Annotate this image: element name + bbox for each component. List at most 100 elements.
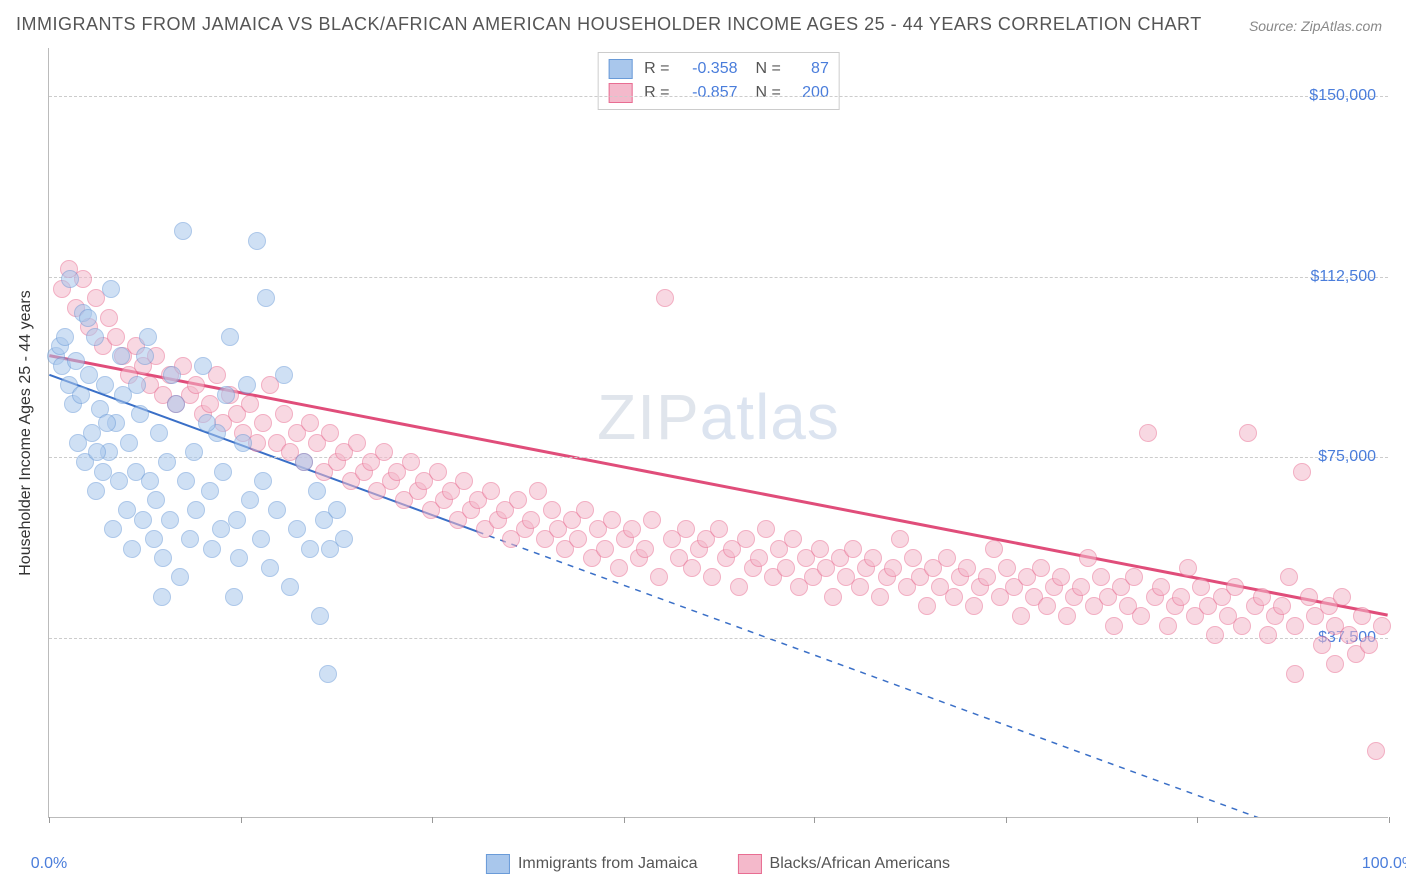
scatter-point [134,511,152,529]
y-tick-label: $112,500 [1310,268,1376,286]
scatter-point [252,530,270,548]
scatter-point [288,520,306,538]
scatter-point [864,549,882,567]
gridline-horizontal [49,96,1388,97]
scatter-point [1373,617,1391,635]
scatter-point [123,540,141,558]
r-label: R = [644,60,669,78]
scatter-point [1333,588,1351,606]
legend-swatch [486,854,510,874]
scatter-point [1300,588,1318,606]
scatter-point [455,472,473,490]
scatter-point [596,540,614,558]
legend-swatch [738,854,762,874]
plot-region: ZIPatlas R =-0.358N =87R =-0.857N =200 $… [48,48,1388,818]
x-tick [432,817,433,823]
scatter-point [187,376,205,394]
scatter-point [136,347,154,365]
scatter-point [98,414,116,432]
scatter-point [677,520,695,538]
scatter-point [985,540,1003,558]
x-tick [624,817,625,823]
scatter-point [603,511,621,529]
scatter-point [945,588,963,606]
gridline-horizontal [49,457,1388,458]
scatter-point [703,568,721,586]
scatter-point [1192,578,1210,596]
scatter-point [268,501,286,519]
watermark: ZIPatlas [597,380,840,454]
scatter-point [335,530,353,548]
scatter-point [328,501,346,519]
scatter-point [1139,424,1157,442]
scatter-point [757,520,775,538]
scatter-point [80,366,98,384]
scatter-point [275,405,293,423]
legend-correlation: R =-0.358N =87R =-0.857N =200 [597,52,840,110]
scatter-point [154,549,172,567]
scatter-point [87,482,105,500]
scatter-point [254,472,272,490]
scatter-point [777,559,795,577]
scatter-point [301,414,319,432]
scatter-point [1353,607,1371,625]
scatter-point [112,347,130,365]
scatter-point [177,472,195,490]
gridline-horizontal [49,638,1388,639]
scatter-point [610,559,628,577]
y-tick-label: $75,000 [1318,448,1376,466]
scatter-point [185,443,203,461]
scatter-point [1179,559,1197,577]
scatter-point [161,511,179,529]
legend-series-item: Immigrants from Jamaica [486,854,698,874]
scatter-point [1032,559,1050,577]
scatter-point [198,414,216,432]
scatter-point [56,328,74,346]
scatter-point [998,559,1016,577]
scatter-point [248,232,266,250]
r-value: -0.358 [678,60,738,78]
scatter-point [1072,578,1090,596]
scatter-point [978,568,996,586]
scatter-point [871,588,889,606]
scatter-point [1286,665,1304,683]
x-tick-label-right: 100.0% [1362,855,1406,873]
scatter-point [88,443,106,461]
scatter-point [212,520,230,538]
scatter-point [120,434,138,452]
scatter-point [1233,617,1251,635]
scatter-point [203,540,221,558]
scatter-point [844,540,862,558]
scatter-point [1052,568,1070,586]
scatter-point [958,559,976,577]
scatter-point [321,424,339,442]
scatter-point [319,665,337,683]
scatter-point [1038,597,1056,615]
scatter-point [167,395,185,413]
scatter-point [187,501,205,519]
scatter-point [482,482,500,500]
scatter-point [1239,424,1257,442]
legend-correlation-row: R =-0.857N =200 [608,81,829,105]
scatter-point [650,568,668,586]
x-tick [1389,817,1390,823]
scatter-point [750,549,768,567]
y-tick-label: $150,000 [1309,87,1376,105]
scatter-point [824,588,842,606]
scatter-point [174,222,192,240]
r-label: R = [644,84,669,102]
scatter-point [623,520,641,538]
scatter-point [102,280,120,298]
scatter-point [529,482,547,500]
scatter-point [737,530,755,548]
scatter-point [1293,463,1311,481]
scatter-point [145,530,163,548]
x-tick [1006,817,1007,823]
scatter-point [965,597,983,615]
scatter-point [1286,617,1304,635]
legend-series-item: Blacks/African Americans [738,854,951,874]
scatter-point [94,463,112,481]
scatter-point [308,482,326,500]
scatter-point [141,472,159,490]
scatter-point [643,511,661,529]
